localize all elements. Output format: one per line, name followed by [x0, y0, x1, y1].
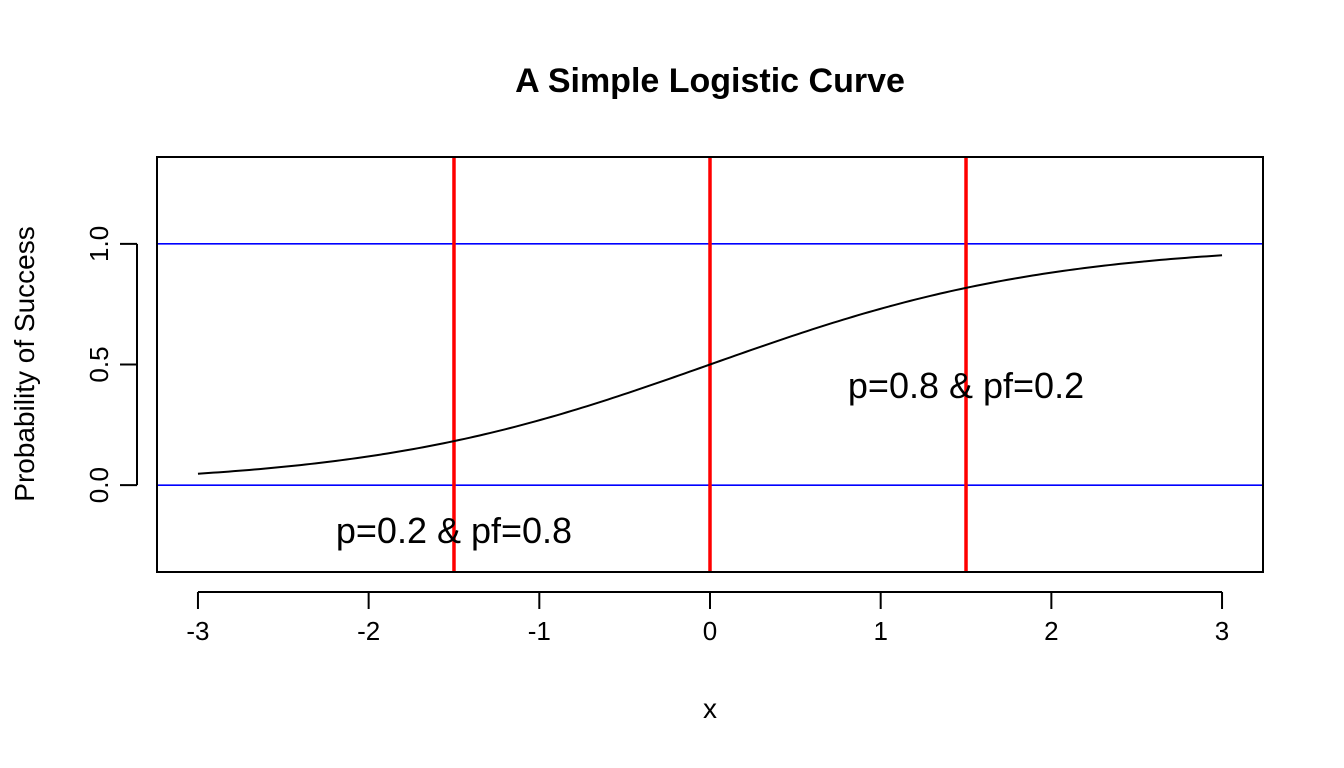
x-tick-label-4: 1 — [873, 616, 887, 646]
x-tick-label-1: -2 — [357, 616, 380, 646]
chart-title: A Simple Logistic Curve — [515, 62, 905, 100]
y-tick-label-0: 0.0 — [84, 467, 114, 503]
y-tick-label-1: 0.5 — [84, 346, 114, 382]
y-axis-label: Probability of Success — [9, 226, 40, 501]
annotation-1: p=0.8 & pf=0.2 — [848, 365, 1084, 406]
x-tick-label-5: 2 — [1044, 616, 1058, 646]
annotation-0: p=0.2 & pf=0.8 — [336, 510, 572, 551]
x-tick-label-3: 0 — [703, 616, 717, 646]
plot-frame — [156, 156, 1264, 573]
y-tick-label-2: 1.0 — [84, 226, 114, 262]
series-line-0 — [197, 254, 1223, 475]
plot-area: p=0.2 & pf=0.8 p=0.8 & pf=0.2 -3 -2 -1 0 1 2 3 0.… — [84, 156, 1264, 646]
x-tick-label-0: -3 — [186, 616, 209, 646]
x-tick-label-6: 3 — [1215, 616, 1229, 646]
x-tick-label-2: -1 — [528, 616, 551, 646]
x-axis-label: x — [703, 693, 717, 724]
